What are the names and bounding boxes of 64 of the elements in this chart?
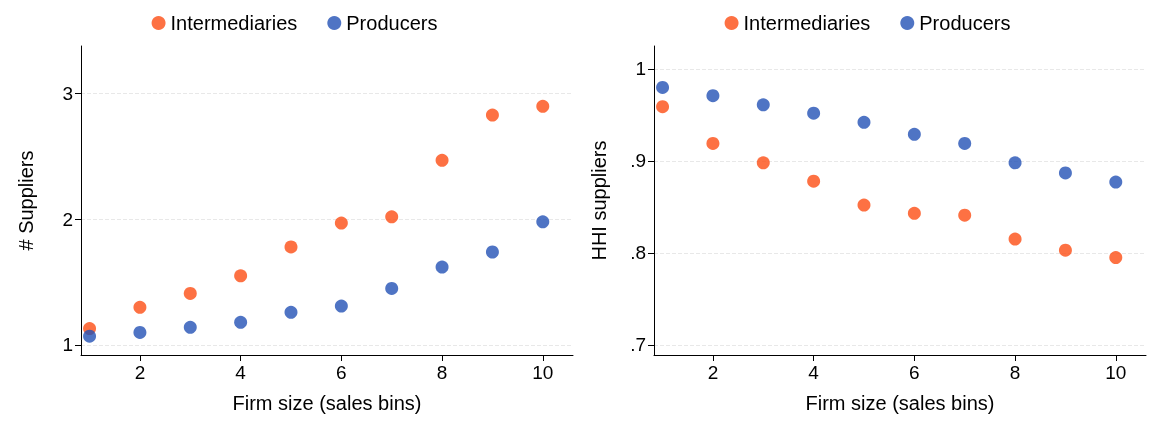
x-tick-label: 8 bbox=[1009, 362, 1021, 383]
legend-label: Intermediaries bbox=[743, 12, 871, 34]
point bbox=[385, 210, 399, 224]
point bbox=[807, 106, 821, 120]
x-tick-label: 4 bbox=[235, 362, 247, 383]
point bbox=[857, 198, 871, 212]
point bbox=[234, 269, 248, 283]
point bbox=[706, 136, 720, 150]
point bbox=[183, 320, 197, 334]
point bbox=[857, 115, 871, 129]
y-tick-label: 2 bbox=[62, 208, 73, 230]
x-tick-label: 10 bbox=[532, 362, 554, 383]
legend-label: Producers bbox=[346, 12, 438, 34]
point bbox=[1058, 243, 1072, 257]
y-tick-label: 1 bbox=[62, 334, 73, 356]
point bbox=[907, 127, 921, 141]
y-tick-label: .7 bbox=[630, 334, 646, 356]
x-tick-label: 6 bbox=[909, 362, 920, 383]
point bbox=[1008, 156, 1022, 170]
y-axis-title: HHI suppliers bbox=[588, 140, 610, 261]
point bbox=[334, 299, 348, 313]
point bbox=[234, 315, 248, 329]
point bbox=[756, 98, 770, 112]
point bbox=[435, 260, 449, 274]
point bbox=[284, 240, 298, 254]
point bbox=[485, 108, 499, 122]
point bbox=[807, 174, 821, 188]
x-tick-label: 6 bbox=[336, 362, 347, 383]
x-axis-title: Firm size (sales bins) bbox=[232, 392, 422, 414]
point bbox=[1008, 232, 1022, 246]
point bbox=[1109, 251, 1123, 265]
point bbox=[385, 281, 399, 295]
point bbox=[284, 305, 298, 319]
point bbox=[183, 286, 197, 300]
point bbox=[656, 80, 670, 94]
point bbox=[656, 100, 670, 114]
point bbox=[334, 216, 348, 230]
legend-label: Intermediaries bbox=[170, 12, 298, 34]
point bbox=[907, 206, 921, 220]
x-tick-label: 2 bbox=[707, 362, 719, 383]
point bbox=[435, 153, 449, 167]
point bbox=[958, 136, 972, 150]
x-tick-label: 8 bbox=[436, 362, 448, 383]
x-tick-label: 2 bbox=[134, 362, 146, 383]
point bbox=[83, 329, 97, 343]
x-axis-title: Firm size (sales bins) bbox=[805, 392, 995, 414]
point bbox=[1058, 166, 1072, 180]
y-tick-label: 3 bbox=[62, 83, 73, 105]
point bbox=[133, 300, 147, 314]
y-tick-label: .9 bbox=[630, 150, 646, 172]
point bbox=[706, 89, 720, 103]
x-tick-label: 4 bbox=[808, 362, 820, 383]
point bbox=[536, 215, 550, 229]
y-tick-label: .8 bbox=[630, 242, 646, 264]
point bbox=[485, 245, 499, 259]
y-tick-label: 1 bbox=[635, 58, 646, 80]
point bbox=[756, 156, 770, 170]
point bbox=[536, 99, 550, 113]
legend-label: Producers bbox=[919, 12, 1011, 34]
y-axis-title: # Suppliers bbox=[15, 150, 37, 251]
point bbox=[1109, 175, 1123, 189]
point bbox=[958, 208, 972, 222]
x-tick-label: 10 bbox=[1105, 362, 1127, 383]
point bbox=[133, 325, 147, 339]
